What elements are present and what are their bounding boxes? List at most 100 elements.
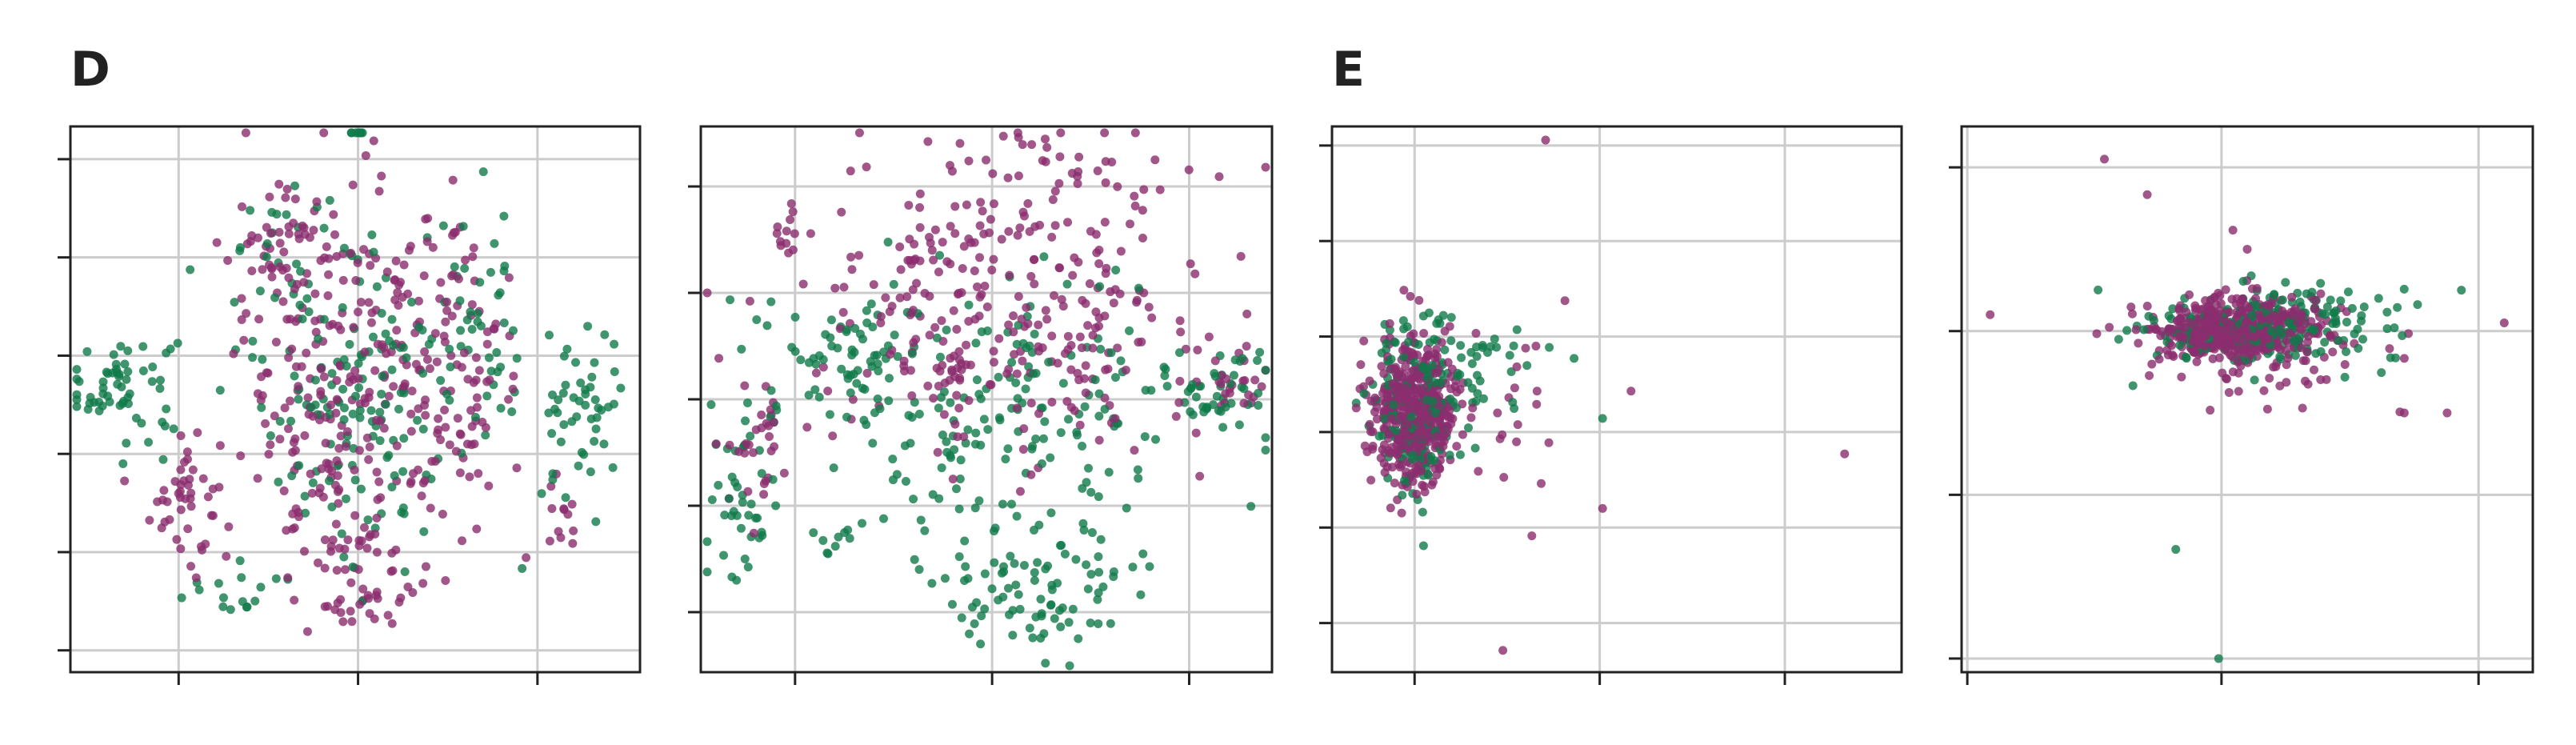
scatter-point — [287, 344, 297, 354]
scatter-point — [946, 398, 955, 407]
scatter-point — [736, 523, 746, 533]
scatter-point — [714, 354, 724, 363]
scatter-point — [2126, 302, 2136, 312]
scatter-point — [1041, 659, 1050, 668]
scatter-point — [925, 330, 934, 340]
scatter-point — [1191, 392, 1201, 402]
scatter-point — [302, 294, 312, 303]
scatter-point — [462, 315, 472, 325]
scatter-point — [1532, 387, 1542, 396]
scatter-point — [853, 366, 862, 375]
scatter-point — [1104, 467, 1114, 477]
scatter-point — [965, 629, 974, 639]
scatter-point — [354, 374, 363, 383]
scatter-point — [1438, 442, 1448, 451]
scatter-point — [868, 439, 878, 448]
scatter-point — [1246, 502, 1256, 511]
scatter-point — [271, 574, 281, 583]
scatter-point — [1081, 298, 1090, 308]
scatter-point — [290, 446, 300, 455]
scatter-point — [994, 334, 1004, 343]
scatter-point — [847, 265, 857, 274]
scatter-point — [2310, 295, 2320, 305]
scatter-point — [963, 574, 973, 583]
scatter-point — [125, 389, 134, 399]
scatter-point — [790, 346, 800, 356]
scatter-point — [569, 526, 578, 535]
scatter-point — [1106, 619, 1115, 628]
scatter-point — [766, 446, 776, 455]
scatter-point — [1106, 287, 1115, 297]
scatter-point — [1116, 246, 1126, 256]
scatter-point — [186, 488, 196, 498]
scatter-point — [1141, 386, 1150, 395]
scatter-point — [1174, 398, 1184, 407]
scatter-point — [1463, 378, 1473, 387]
scatter-point — [915, 222, 925, 232]
scatter-point — [82, 346, 92, 356]
scatter-point — [945, 375, 954, 385]
scatter-point — [2094, 285, 2103, 294]
scatter-point — [436, 278, 446, 287]
scatter-point — [1492, 342, 1502, 352]
scatter-point — [1424, 308, 1434, 318]
scatter-point — [334, 485, 344, 495]
scatter-point — [1443, 358, 1453, 367]
scatter-point — [1074, 258, 1083, 267]
scatter-point — [975, 221, 985, 230]
scatter-point — [72, 365, 82, 375]
scatter-point — [895, 293, 905, 302]
scatter-point — [2328, 347, 2338, 357]
scatter-point — [862, 420, 871, 430]
scatter-point — [1011, 580, 1021, 590]
scatter-point — [1472, 370, 1482, 380]
scatter-point — [2390, 323, 2399, 333]
scatter-point — [1409, 329, 1418, 338]
scatter-point — [2283, 354, 2293, 363]
scatter-point — [1050, 614, 1059, 623]
scatter-point — [387, 365, 397, 375]
scatter-point — [1094, 322, 1104, 331]
scatter-point — [2265, 374, 2274, 383]
scatter-point — [2282, 335, 2291, 345]
scatter-point — [823, 387, 833, 396]
scatter-point — [2206, 406, 2215, 415]
scatter-point — [1058, 302, 1068, 311]
scatter-point — [2340, 359, 2350, 369]
scatter-point — [311, 327, 321, 337]
scatter-point — [2303, 337, 2313, 346]
scatter-point — [322, 242, 331, 251]
scatter-point — [556, 533, 566, 543]
scatter-point — [399, 509, 409, 519]
scatter-point — [537, 489, 546, 499]
scatter-point — [1079, 525, 1089, 535]
scatter-point — [1083, 321, 1093, 330]
scatter-point — [332, 566, 342, 575]
scatter-point — [494, 290, 503, 300]
scatter-point — [876, 311, 886, 321]
scatter-point — [773, 222, 782, 232]
scatter-point — [1014, 291, 1023, 301]
scatter-point — [320, 535, 330, 545]
scatter-point — [1162, 382, 1172, 391]
scatter-point — [843, 525, 853, 535]
scatter-point — [954, 346, 964, 356]
scatter-point — [1261, 433, 1270, 443]
scatter-point — [896, 265, 906, 274]
scatter-point — [906, 366, 916, 375]
scatter-point — [1101, 178, 1110, 187]
scatter-point — [439, 331, 449, 341]
scatter-point — [282, 184, 292, 194]
scatter-point — [997, 234, 1006, 244]
scatter-point — [2145, 370, 2154, 380]
scatter-point — [724, 494, 734, 503]
scatter-point — [1446, 395, 1455, 404]
scatter-point — [1049, 290, 1058, 300]
scatter-point — [1041, 306, 1050, 315]
scatter-point — [845, 534, 854, 543]
scatter-point — [1062, 397, 1072, 407]
scatter-point — [307, 488, 317, 498]
scatter-point — [749, 528, 758, 538]
scatter-point — [442, 297, 452, 306]
scatter-point — [1056, 428, 1066, 438]
